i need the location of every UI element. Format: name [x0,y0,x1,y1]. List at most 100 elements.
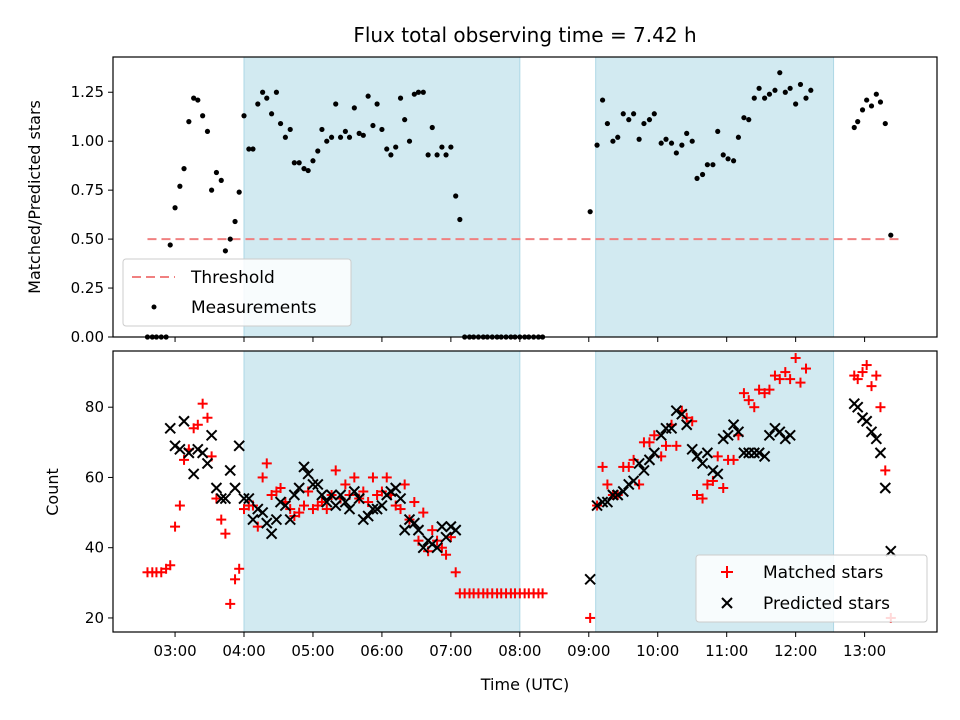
matched-stars-point [220,528,231,539]
predicted-stars-point [449,524,462,536]
y-tick-label: 0.25 [71,279,104,297]
panel-counts: 03:00 04:00 05:00 06:00 07:00 08:00 09:00 10:00… [43,350,938,694]
predicted-stars-point [205,429,218,442]
legend-bottom: Matched stars Predicted stars [695,554,928,623]
predicted-stars-point [215,492,227,505]
predicted-stars-point [643,454,656,466]
matched-stars-point [202,412,213,423]
x-tick-label: 06:00 [360,642,403,660]
measurement-point [658,140,664,146]
measurement-point [782,89,788,95]
matched-stars-point [225,598,236,609]
measurement-point [673,150,679,156]
predicted-stars-point [865,426,878,438]
matched-stars-point [743,395,754,406]
predicted-stars-point [284,513,296,526]
measurement-point [646,117,653,123]
measurement-point [167,242,173,248]
y-tick-label: 1.00 [71,132,104,150]
matched-stars-point [857,367,868,378]
predicted-stars-point [398,524,411,536]
measurement-point [434,152,440,158]
measurement-point [241,113,247,119]
measurement-point [877,99,884,105]
measurement-point [868,103,875,109]
predicted-stars-point [732,426,745,438]
predicted-stars-point [219,492,232,505]
predicted-stars-point [394,492,407,505]
predicted-stars-point [784,429,796,442]
predicted-stars-point [748,447,760,459]
x-tick-label: 13:00 [843,642,886,660]
legend-top: Threshold Measurements [122,258,352,327]
matched-stars-point [340,479,351,490]
matched-stars-point [671,440,682,451]
panel-ratio: 0.00 0.25 0.50 0.75 1.00 1.25 Matched/Predict… [25,56,938,346]
measurement-point [397,95,404,101]
matched-stars-point [234,563,245,574]
measurement-point [324,138,330,144]
measurement-point [365,93,371,99]
matched-stars-point [661,440,672,451]
predicted-stars-point [874,447,887,459]
measurement-point [181,166,187,172]
measurement-point [370,122,376,129]
predicted-stars-point [288,489,301,501]
measurement-point [651,111,657,117]
legend-matched-label: Matched stars [763,563,883,583]
predicted-stars-point [256,506,269,519]
measurement-point [218,177,224,183]
measurement-point [310,158,316,164]
matched-stars-point [623,461,634,472]
predicted-stars-point [316,489,328,501]
measurement-point [402,117,408,123]
matched-stars-point [349,472,360,483]
predicted-stars-point [712,468,724,480]
measurement-point [684,130,690,136]
measurement-point [255,101,261,107]
measurement-point [200,113,206,119]
matched-stars-point [427,525,438,536]
y-axis-label-top: Matched/Predicted stars [25,100,44,294]
predicted-stars-point [183,447,195,459]
predicted-stars-point [648,447,660,459]
measurement-point [888,232,894,238]
matched-stars-point [702,479,713,490]
figure-title: Flux total observing time = 7.42 h [353,23,696,47]
measurement-point [735,134,742,140]
predicted-stars-point [265,527,278,540]
predicted-stars-point [676,408,688,420]
measurement-point [301,166,307,172]
matched-stars-point [321,504,332,515]
y-tick-label: 60 [85,468,104,486]
measurement-point [351,105,357,111]
matched-stars-point [192,419,203,430]
matched-stars-point [785,374,796,385]
measurement-point [704,162,710,168]
measurement-point [626,117,632,123]
predicted-stars-point [727,419,740,431]
measurement-point [315,148,321,154]
measurement-point [699,171,706,178]
measurement-point [720,152,726,158]
axes-frame-bottom [112,350,938,633]
matched-stars-point [299,500,310,511]
measurement-point [420,89,426,95]
matched-stars-point [330,465,341,476]
measurement-point [725,156,731,162]
matched-stars-point [764,384,775,395]
predicted-stars-point [607,489,619,501]
predicted-stars-point [334,489,347,501]
legend-predicted-swatch [721,597,733,609]
measurement-point [425,152,431,158]
measurement-point [710,162,716,168]
matched-stars-point [395,504,406,515]
measurement-point [777,70,783,76]
predicted-stars-point [279,499,292,512]
measurement-point [360,132,366,138]
predicted-stars-point [601,496,614,508]
y-tick-label: 0.00 [71,328,104,346]
measurement-point [177,183,183,189]
matched-stars-point [774,374,785,385]
measurement-point [663,136,669,142]
